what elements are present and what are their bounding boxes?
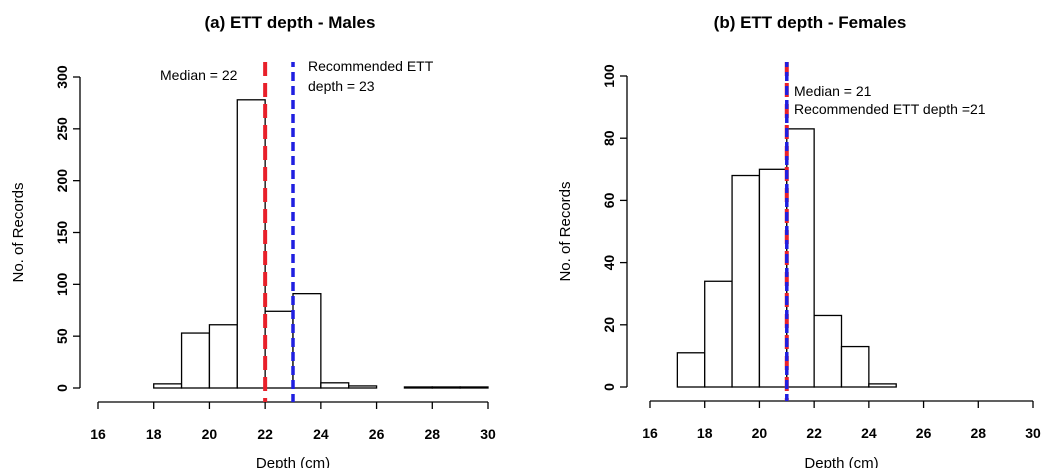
histogram-bar	[758, 168, 788, 388]
y-axis-label: No. of Records	[557, 181, 574, 281]
histogram-bar	[320, 382, 350, 389]
chart-title: (a) ETT depth - Males	[205, 13, 376, 32]
y-tick-label: 80	[601, 130, 617, 146]
histogram-bar	[236, 99, 266, 389]
x-tick-label: 16	[642, 425, 658, 441]
histogram-bar	[431, 386, 461, 389]
x-tick-label: 28	[970, 425, 986, 441]
x-axis-label: Depth (cm)	[804, 455, 878, 468]
histogram-bar	[840, 345, 870, 388]
x-tick-label: 30	[1025, 425, 1041, 441]
histogram-bar	[153, 383, 183, 389]
histogram-bar	[403, 386, 433, 389]
histogram-bar	[180, 332, 211, 389]
x-tick-label: 26	[916, 425, 932, 441]
histogram-bar	[676, 352, 706, 388]
x-tick-label: 20	[202, 426, 218, 442]
chart-title: (b) ETT depth - Females	[714, 13, 907, 32]
histogram-bar	[868, 383, 897, 388]
histogram-bar	[292, 293, 322, 389]
annotation-text: Median = 22	[160, 67, 238, 83]
annotation-text: Recommended ETT	[308, 58, 434, 74]
x-tick-label: 16	[90, 426, 106, 442]
y-tick-label: 150	[54, 221, 70, 245]
annotation-text: Recommended ETT depth =21	[794, 101, 986, 117]
y-tick-label: 40	[601, 255, 617, 271]
histogram-bar	[731, 174, 761, 388]
x-tick-label: 24	[313, 426, 329, 442]
x-tick-label: 24	[861, 425, 877, 441]
histogram-bar	[813, 314, 843, 388]
histogram-bar	[264, 310, 294, 389]
x-tick-label: 28	[424, 426, 440, 442]
y-tick-label: 0	[601, 383, 617, 391]
y-tick-label: 20	[601, 317, 617, 333]
y-tick-label: 60	[601, 192, 617, 208]
x-tick-label: 26	[369, 426, 385, 442]
y-tick-label: 300	[54, 65, 70, 89]
histogram-bar	[786, 128, 815, 388]
histogram-bar	[208, 324, 238, 389]
y-tick-label: 200	[54, 169, 70, 193]
y-tick-label: 100	[601, 64, 617, 88]
y-tick-label: 0	[54, 384, 70, 392]
panel-females: (b) ETT depth - Females 16 18 20 22 24 26 28 30 0…	[557, 13, 1041, 468]
y-tick-label: 250	[54, 117, 70, 141]
y-tick-label: 100	[54, 272, 70, 296]
x-tick-label: 20	[752, 425, 768, 441]
x-tick-label: 18	[146, 426, 162, 442]
annotation-text: depth = 23	[308, 78, 375, 94]
x-tick-label: 22	[806, 425, 822, 441]
histogram-bar	[459, 386, 489, 389]
y-axis-label: No. of Records	[10, 182, 27, 282]
annotation-text: Median = 21	[794, 83, 872, 99]
x-tick-label: 30	[480, 426, 496, 442]
histogram-bar	[348, 385, 378, 389]
histogram-bar	[704, 280, 733, 388]
x-tick-label: 18	[697, 425, 713, 441]
x-tick-label: 22	[257, 426, 273, 442]
x-axis-label: Depth (cm)	[256, 455, 330, 468]
y-tick-label: 50	[54, 328, 70, 344]
